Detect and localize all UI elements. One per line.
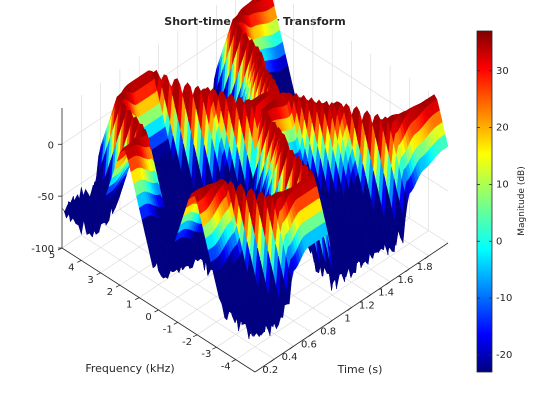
colorbar-tick-label: -20	[496, 350, 512, 361]
y-tick-label: 0	[145, 312, 151, 323]
x-tick-label: 1.2	[359, 301, 375, 312]
y-tick-label: 2	[107, 287, 113, 298]
x-tick-label: 0.4	[282, 352, 298, 363]
y-tick-label: 5	[49, 250, 55, 261]
colorbar-tick-label: 30	[496, 66, 509, 77]
x-tick-label: 0.6	[301, 339, 317, 350]
y-tick-label: -3	[201, 349, 211, 360]
x-tick-label: 1	[344, 314, 350, 325]
x-tick-label: 0.8	[320, 326, 336, 337]
colorbar-tick-label: 20	[496, 123, 509, 134]
z-axis-ticks: -100 -50 0	[31, 140, 62, 255]
x-axis-label: Time (s)	[337, 363, 383, 376]
y-tick-label: -1	[163, 324, 173, 335]
y-tick-label: -4	[221, 362, 231, 373]
x-tick-label: 0.2	[262, 365, 278, 376]
x-tick-label: 1.6	[397, 275, 413, 286]
colorbar-ticks: -20 -10 0 10 20 30	[477, 66, 512, 361]
y-tick-label: -2	[182, 337, 192, 348]
surface-plot	[61, 0, 449, 339]
z-tick-label: -50	[38, 192, 54, 203]
x-tick-label: 1.4	[378, 288, 394, 299]
colorbar-tick-label: 10	[496, 179, 509, 190]
z-tick-label: -100	[31, 244, 54, 255]
x-axis-ticks: 0.2 0.40.60.8 1 1.21.41.6 1.8	[262, 255, 433, 376]
y-axis-ticks: -4 -3 -2 -1 0 1 2 3 4 5	[49, 247, 236, 373]
y-axis-label: Frequency (kHz)	[85, 362, 174, 375]
y-tick-label: 4	[68, 262, 74, 273]
colorbar-tick-label: 0	[496, 236, 502, 247]
colorbar	[476, 30, 493, 373]
z-tick-label: 0	[48, 140, 54, 151]
colorbar-label: Magnitude (dB)	[517, 166, 527, 235]
y-tick-label: 3	[87, 275, 93, 286]
colorbar-tick-label: -10	[496, 293, 512, 304]
x-tick-label: 1.8	[417, 262, 433, 273]
y-tick-label: 1	[126, 300, 132, 311]
